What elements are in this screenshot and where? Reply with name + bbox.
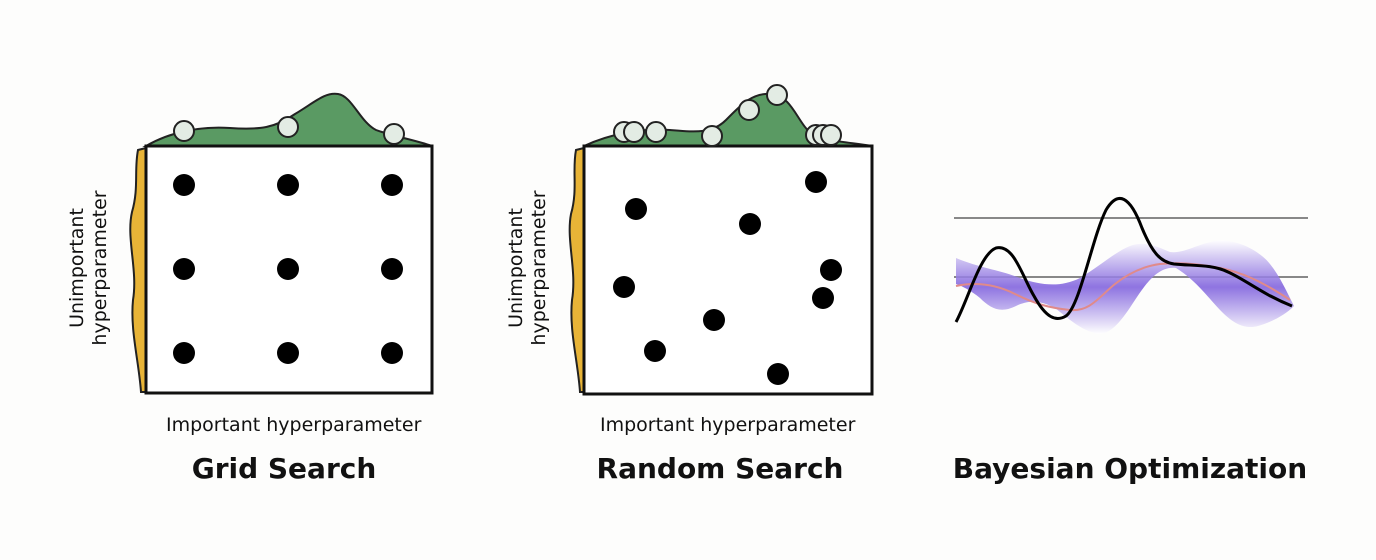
sample-point [703,309,725,331]
grid-y-axis-label-line2: hyperparameter [89,190,111,346]
random-y-axis-label: Unimportant hyperparameter [505,190,551,345]
grid-side-density-curve [129,146,147,393]
sample-point [767,363,789,385]
grid-sample-points [173,174,403,364]
projection-marker [701,125,723,147]
uncertainty-band [956,240,1294,334]
random-y-axis-label-line1: Unimportant [505,208,527,328]
sample-point [381,342,403,364]
sample-point [820,259,842,281]
sample-point [173,258,195,280]
grid-search-caption: Grid Search [191,452,377,485]
bayesian-optimization-panel [954,197,1308,334]
sample-point [625,198,647,220]
random-side-density-curve [568,146,585,393]
projection-marker [738,99,760,121]
sample-point [277,258,299,280]
projection-marker [383,123,405,145]
random-x-axis-label: Important hyperparameter [600,414,856,436]
bayesian-optimization-caption: Bayesian Optimization [952,452,1308,485]
sample-point [277,174,299,196]
sample-point [739,213,761,235]
grid-search-panel [129,92,434,395]
sample-point [381,258,403,280]
sample-point [381,174,403,196]
grid-projection-markers [173,116,405,145]
objective-function-curve [954,197,1293,323]
grid-y-axis-label: Unimportant hyperparameter [66,190,112,345]
random-search-panel [568,84,874,396]
projection-marker [173,120,195,142]
sample-point [173,174,195,196]
random-y-axis-label-line2: hyperparameter [528,190,550,346]
sample-point [277,342,299,364]
sample-point [812,287,834,309]
projection-marker [820,124,842,146]
grid-x-axis-label: Important hyperparameter [166,414,422,436]
projection-marker [766,84,788,106]
sample-point [173,342,195,364]
grid-y-axis-label-line1: Unimportant [66,208,88,328]
sample-point [805,171,827,193]
sample-point [644,340,666,362]
random-search-caption: Random Search [596,452,844,485]
projection-marker [277,116,299,138]
projection-marker [623,121,645,143]
random-projection-markers [613,84,842,147]
sample-point [613,276,635,298]
random-sample-points [613,171,842,385]
projection-marker [645,121,667,143]
